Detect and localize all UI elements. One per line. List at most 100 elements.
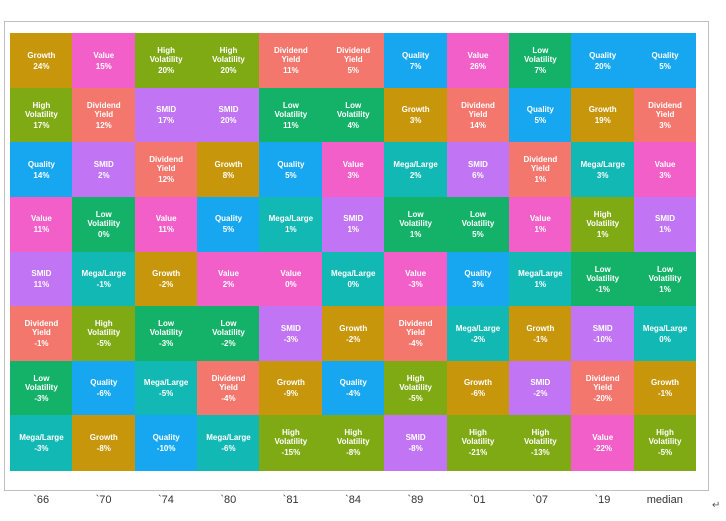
heatmap-cell: Value 11% [134,196,198,252]
heatmap-cell: Mega/Large -3% [10,415,73,471]
cell-return-value: 5% [534,116,547,126]
heatmap-cell: Value 1% [508,196,572,252]
heatmap-cell: Growth -6% [446,360,510,416]
cell-return-value: 3% [659,170,671,180]
cell-return-value: 17% [33,120,50,130]
heatmap-cell: Value 11% [10,196,73,252]
cell-factor-label: SMID [530,378,551,388]
heatmap-cell: Value 0% [259,251,323,307]
heatmap-cell: Low Volatility 7% [508,33,572,89]
cell-return-value: 1% [534,175,547,185]
x-tick-label: `80 [220,494,237,506]
cell-factor-label: Dividend Yield [461,100,495,119]
cell-return-value: 12% [158,175,175,185]
heatmap-cell: Growth -1% [508,306,572,362]
heatmap-cell: Dividend Yield -1% [10,306,73,362]
heatmap-cell: Growth 24% [10,33,73,89]
cell-factor-label: Quality [90,378,118,388]
cell-return-value: -2% [159,280,174,290]
cell-factor-label: Quality [339,378,367,388]
cell-return-value: 14% [469,120,486,130]
cell-return-value: -22% [593,443,613,453]
cell-factor-label: Growth [651,378,680,388]
heatmap-cell: Growth -8% [72,415,136,471]
cell-factor-label: Growth [339,323,368,333]
cell-factor-label: Quality [402,50,430,60]
cell-factor-label: Quality [214,214,243,224]
cell-factor-label: Mega/Large [331,269,376,279]
x-tick-label: `81 [282,494,299,506]
cell-return-value: -21% [468,448,488,458]
cell-factor-label: Mega/Large [206,432,251,442]
heatmap-cell: Dividend Yield 5% [321,33,385,89]
cell-return-value: 1% [659,225,671,235]
cell-return-value: -2% [533,389,548,399]
cell-factor-label: SMID [156,105,177,115]
x-tick-label: `19 [594,494,611,506]
cell-return-value: -5% [657,448,673,458]
cell-factor-label: High Volatility [586,209,620,228]
cell-factor-label: Value [342,159,364,169]
cell-return-value: 20% [220,66,237,76]
cell-return-value: 1% [596,229,609,239]
heatmap-cell: Mega/Large 2% [384,142,448,198]
cell-factor-label: Mega/Large [642,323,688,333]
cell-factor-label: Growth [152,269,181,279]
cell-factor-label: Growth [89,432,118,442]
cell-factor-label: Value [405,269,427,279]
heatmap-cell: Dividend Yield 12% [134,142,198,198]
heatmap-cell: Value 3% [633,142,697,198]
cell-factor-label: High Volatility [149,46,183,65]
cell-return-value: -3% [34,443,49,453]
cell-return-value: -20% [593,393,613,403]
cell-return-value: -9% [283,389,298,399]
cell-return-value: 26% [469,61,486,71]
heatmap-cell: Quality 5% [633,33,697,89]
cell-factor-label: Quality [27,159,55,169]
x-axis-line [10,490,696,491]
heatmap-cell: Low Volatility -3% [134,306,198,362]
cell-return-value: -8% [408,443,423,453]
heatmap-cell: Value 2% [197,251,260,307]
cell-factor-label: Value [155,214,177,224]
x-tick-label: `74 [157,494,174,506]
cell-factor-label: Mega/Large [455,323,501,333]
heatmap-cell: Quality 20% [571,33,635,89]
heatmap-cell: High Volatility -13% [508,415,572,471]
cell-return-value: -5% [159,389,174,399]
heatmap-cell: Dividend Yield -20% [571,360,635,416]
cell-return-value: 3% [659,120,671,130]
cell-factor-label: SMID [592,323,613,333]
cell-factor-label: Low Volatility [399,209,432,228]
cell-return-value: -1% [96,280,111,290]
heatmap-cell: Dividend Yield 1% [508,142,572,198]
cell-factor-label: Low Volatility [274,100,308,119]
cell-return-value: 2% [98,170,110,180]
heatmap-cell: Growth -2% [134,251,198,307]
cell-factor-label: Low Volatility [648,264,682,283]
cell-return-value: 3% [409,116,422,126]
cell-return-value: -6% [96,389,111,399]
cell-factor-label: Mega/Large [393,159,438,169]
heatmap-cell: Dividend Yield -4% [384,306,448,362]
cell-return-value: -3% [408,280,423,290]
cell-factor-label: Quality [277,159,305,169]
cell-return-value: -4% [408,339,423,349]
cell-return-value: -1% [595,284,610,294]
cell-return-value: 5% [347,66,360,76]
heatmap-cell: Growth -2% [321,306,385,362]
cell-factor-label: Value [592,432,614,442]
cell-return-value: 11% [283,66,299,76]
cell-factor-label: Dividend Yield [523,155,558,174]
cell-factor-label: Value [280,269,302,279]
cell-return-value: 15% [95,61,112,71]
heatmap-cell: Mega/Large -1% [72,251,136,307]
paragraph-return-icon: ↵ [712,500,721,511]
cell-factor-label: Mega/Large [268,214,314,224]
heatmap-cell: Growth 8% [197,142,260,198]
heatmap-cell: Value 26% [446,33,510,89]
cell-factor-label: High Volatility [523,428,557,447]
cell-return-value: -8% [346,448,361,458]
cell-return-value: -2% [346,334,361,344]
cell-factor-label: SMID [405,432,426,442]
